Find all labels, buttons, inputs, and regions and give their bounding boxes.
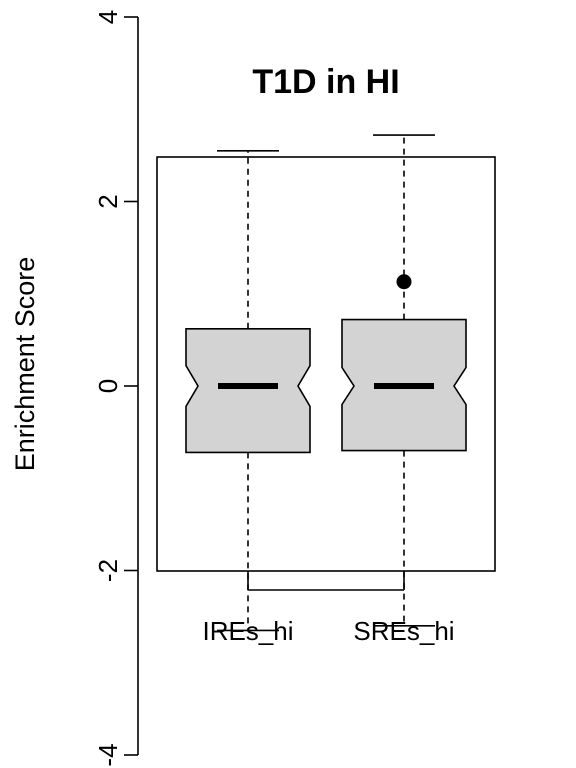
y-tick-label: 4 (93, 10, 123, 24)
chart-title: T1D in HI (252, 63, 399, 101)
y-axis-label: Enrichment Score (10, 257, 40, 472)
y-tick-label: 2 (93, 194, 123, 208)
box-IREs_hi (185, 149, 311, 632)
x-axis: IREs_hi SREs_hi (202, 571, 455, 646)
plot-frame (156, 156, 496, 572)
box-body (185, 328, 311, 454)
point-SREs_hi (396, 274, 412, 290)
points-layer (396, 274, 412, 290)
y-tick-label: -2 (93, 559, 123, 582)
box-SREs_hi (341, 134, 467, 627)
boxes-layer (185, 134, 467, 632)
y-tick-label: 0 (93, 379, 123, 393)
y-tick-label: -4 (93, 743, 123, 766)
y-axis: 4 2 0 -2 -4 (93, 10, 139, 767)
